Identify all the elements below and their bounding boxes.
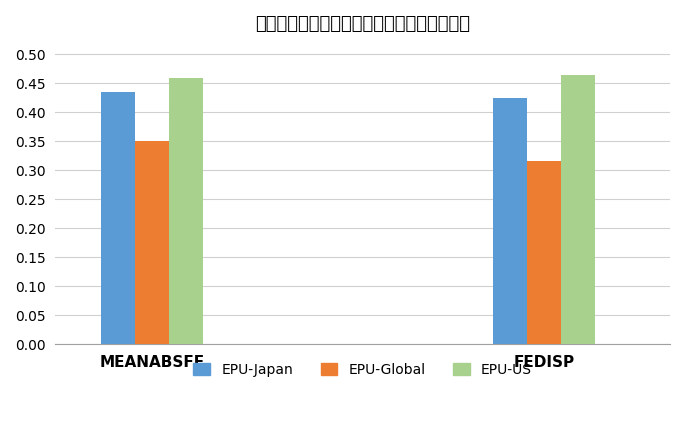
Bar [493, 98, 527, 344]
Bar [135, 141, 169, 344]
Bar [562, 75, 595, 344]
Bar [101, 92, 135, 344]
Bar [169, 78, 203, 344]
Bar [527, 161, 562, 344]
Title: 生産予測の不確実性指標とＥＰＵの相関係数: 生産予測の不確実性指標とＥＰＵの相関係数 [256, 15, 470, 33]
Legend: EPU-Japan, EPU-Global, EPU-US: EPU-Japan, EPU-Global, EPU-US [188, 357, 538, 382]
